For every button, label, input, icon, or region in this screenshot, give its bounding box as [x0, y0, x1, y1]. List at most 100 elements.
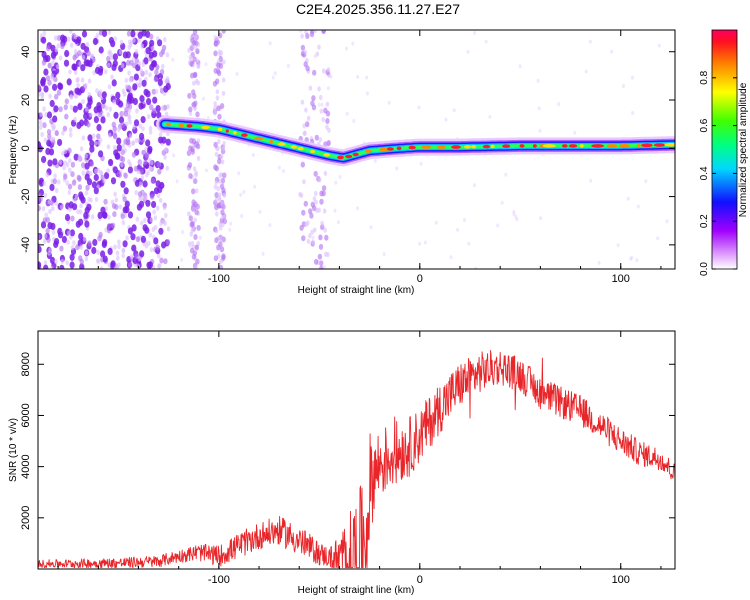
noise-speckle: [112, 132, 117, 139]
noise-speckle: [48, 208, 52, 215]
noise-speckle: [73, 93, 78, 99]
noise-speckle: [38, 234, 41, 241]
noise-speckle: [132, 37, 136, 43]
spectrogram-ylabel: Frequency (Hz): [8, 116, 19, 185]
noise-speckle: [213, 50, 218, 57]
noise-speckle: [213, 141, 218, 148]
noise-speckle: [125, 136, 130, 143]
noise-speckle: [157, 78, 163, 86]
spectrogram-frame: [37, 29, 676, 270]
noise-speckle: [50, 266, 54, 269]
noise-speckle: [165, 138, 171, 146]
noise-speckle: [96, 249, 100, 255]
noise-speckle: [69, 229, 75, 237]
noise-speckle: [175, 179, 179, 184]
noise-speckle: [84, 250, 89, 256]
x-tick-label: 100: [612, 574, 630, 586]
noise-speckle: [235, 71, 239, 76]
noise-speckle: [120, 62, 125, 69]
colorbar-ticks: 0.0 0.2 0.4 0.6 0.8: [699, 70, 737, 276]
spectrogram-xlabel: Height of straight line (km): [298, 285, 415, 296]
noise-speckle: [112, 211, 117, 218]
noise-speckle: [151, 200, 157, 209]
track-hotspot: [386, 147, 394, 151]
noise-speckle: [58, 55, 63, 61]
noise-speckle: [326, 86, 330, 91]
noise-speckle: [107, 262, 111, 268]
noise-speckle: [84, 220, 90, 228]
noise-speckle: [54, 47, 59, 53]
track-hotspot: [323, 153, 331, 157]
noise-speckle: [321, 185, 327, 192]
noise-speckle: [218, 241, 223, 248]
noise-speckle: [49, 99, 55, 108]
track-hotspot: [277, 142, 286, 146]
noise-speckle: [45, 227, 50, 234]
noise-speckle: [488, 114, 492, 119]
noise-speckle: [196, 155, 201, 161]
noise-speckle: [55, 64, 60, 70]
noise-speckle: [300, 161, 305, 168]
noise-speckle: [101, 30, 108, 37]
noise-speckle: [104, 105, 109, 111]
noise-speckle: [215, 211, 219, 217]
noise-speckle: [518, 64, 522, 69]
colorbar-gradient: [711, 29, 738, 270]
noise-speckle: [125, 102, 131, 108]
noise-speckle: [217, 192, 222, 198]
noise-speckle: [322, 208, 327, 214]
noise-speckle: [122, 206, 128, 214]
noise-speckle: [93, 140, 98, 146]
noise-speckle: [41, 50, 47, 59]
noise-speckle: [317, 253, 323, 260]
noise-speckle: [38, 196, 43, 202]
noise-speckle: [127, 70, 131, 76]
noise-speckle: [456, 227, 460, 232]
noise-speckle: [131, 151, 137, 158]
noise-speckle: [636, 204, 640, 209]
colorbar-tick-label: 0.8: [699, 70, 710, 84]
noise-speckle: [298, 191, 302, 197]
noise-speckle: [128, 77, 133, 83]
noise-speckle: [73, 69, 78, 76]
noise-speckle: [47, 250, 51, 256]
noise-speckle: [326, 140, 331, 146]
noise-speckle: [512, 212, 516, 217]
noise-speckle: [163, 85, 169, 93]
noise-speckle: [104, 172, 110, 180]
noise-speckle: [38, 205, 41, 212]
noise-speckle: [334, 180, 338, 185]
snr-ticks: -100 0 100 2000 4000 6000 8000: [20, 331, 675, 586]
noise-speckle: [63, 104, 68, 111]
noise-speckle: [126, 30, 132, 37]
noise-speckle: [194, 40, 199, 47]
noise-speckle: [143, 57, 149, 65]
track-hotspot: [337, 155, 344, 160]
noise-speckle: [86, 121, 91, 128]
noise-speckle: [138, 102, 144, 110]
noise-speckle: [43, 264, 49, 269]
noise-speckle: [187, 167, 191, 171]
noise-speckle: [38, 91, 41, 97]
noise-speckle: [38, 84, 41, 91]
noise-speckle: [47, 62, 53, 69]
noise-speckle: [157, 39, 163, 47]
y-tick-label: 2000: [20, 506, 32, 530]
noise-speckle: [40, 76, 47, 84]
noise-speckle: [83, 211, 89, 219]
track-hotspot: [664, 143, 675, 147]
noise-speckle: [133, 73, 139, 81]
noise-speckle: [616, 243, 620, 248]
noise-speckle: [474, 266, 478, 269]
noise-speckle: [63, 59, 70, 67]
noise-speckle: [43, 233, 48, 239]
noise-speckle: [69, 132, 73, 138]
noise-speckle: [215, 95, 220, 101]
noise-speckle: [67, 189, 72, 195]
noise-speckle: [187, 211, 191, 217]
noise-speckle: [317, 86, 321, 92]
noise-speckle: [46, 129, 52, 135]
noise-speckle: [153, 237, 159, 245]
noise-speckle: [193, 100, 198, 107]
noise-speckle: [221, 30, 226, 34]
